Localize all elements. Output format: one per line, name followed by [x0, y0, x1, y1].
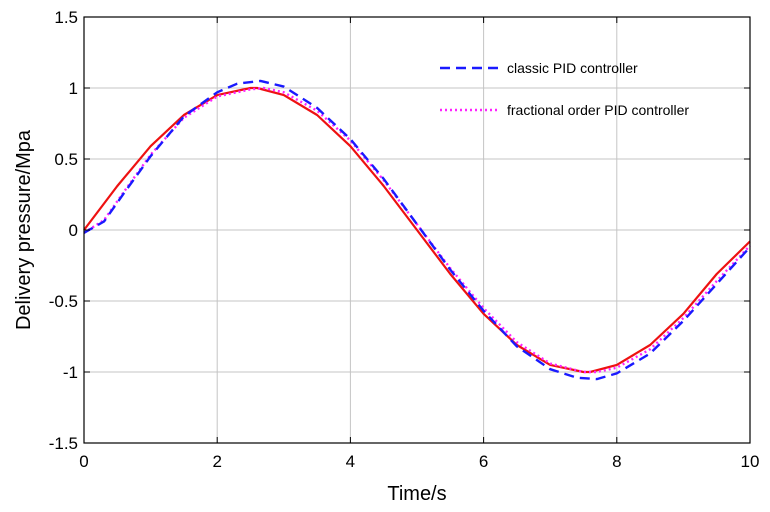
series-line-2 [83, 79, 751, 381]
x-tick-label: 4 [346, 452, 355, 471]
tick-labels: 0 2 4 6 8 10 -1.5 -1 -0.5 0 0.5 1 1.5 [49, 8, 760, 471]
x-tick-label: 10 [741, 452, 760, 471]
y-tick-label: 1 [69, 79, 78, 98]
x-axis-label: Time/s [387, 483, 446, 505]
x-tick-label: 8 [612, 452, 621, 471]
y-tick-label: 0.5 [54, 150, 78, 169]
grid-lines [84, 17, 750, 443]
legend-label: fractional order PID controller [507, 102, 689, 118]
y-tick-label: 0 [69, 221, 78, 240]
y-tick-label: -1 [63, 363, 78, 382]
axis-ticks [83, 16, 751, 444]
legend-label: classic PID controller [507, 60, 638, 76]
x-tick-label: 2 [212, 452, 221, 471]
x-tick-label: 6 [479, 452, 488, 471]
y-tick-label: -1.5 [49, 434, 78, 453]
legend: classic PID controller fractional order P… [440, 60, 689, 118]
y-tick-label: -0.5 [49, 292, 78, 311]
y-tick-label: 1.5 [54, 8, 78, 27]
x-tick-label: 0 [79, 452, 88, 471]
y-axis-label: Delivery pressure/Mpa [13, 129, 35, 330]
series-lines [83, 79, 751, 381]
